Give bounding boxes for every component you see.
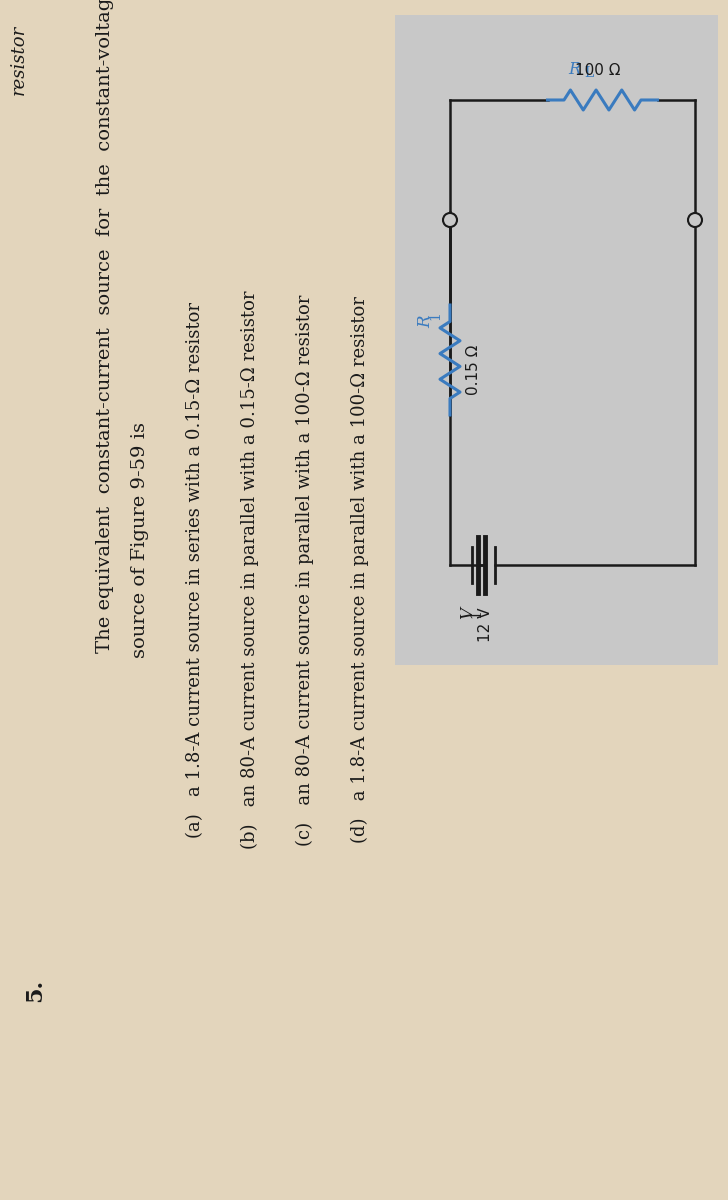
Text: (b)   an 80-A current source in parallel with a 0.15-Ω resistor: (b) an 80-A current source in parallel w… xyxy=(241,290,259,850)
Text: R: R xyxy=(569,61,581,78)
Text: The equivalent  constant-current  source  for  the  constant-voltage: The equivalent constant-current source f… xyxy=(96,0,114,653)
Text: R: R xyxy=(417,316,434,329)
Text: 5.: 5. xyxy=(24,978,46,1002)
Text: L: L xyxy=(585,66,594,80)
Text: source of Figure 9-59 is: source of Figure 9-59 is xyxy=(131,422,149,658)
Text: resistor: resistor xyxy=(10,25,28,95)
Circle shape xyxy=(443,214,457,227)
Text: (a)   a 1.8-A current source in series with a 0.15-Ω resistor: (a) a 1.8-A current source in series wit… xyxy=(186,302,204,838)
Text: V: V xyxy=(459,607,477,619)
FancyBboxPatch shape xyxy=(395,14,718,665)
Text: 100 Ω: 100 Ω xyxy=(574,62,620,78)
Text: 0.15 Ω: 0.15 Ω xyxy=(466,344,481,395)
Text: 12 V: 12 V xyxy=(478,607,494,642)
Text: (d)   a 1.8-A current source in parallel with a 100-Ω resistor: (d) a 1.8-A current source in parallel w… xyxy=(351,296,369,844)
Circle shape xyxy=(688,214,702,227)
Text: 1: 1 xyxy=(428,311,442,320)
Text: 1: 1 xyxy=(469,608,483,618)
Text: (c)   an 80-A current source in parallel with a 100-Ω resistor: (c) an 80-A current source in parallel w… xyxy=(296,294,314,846)
